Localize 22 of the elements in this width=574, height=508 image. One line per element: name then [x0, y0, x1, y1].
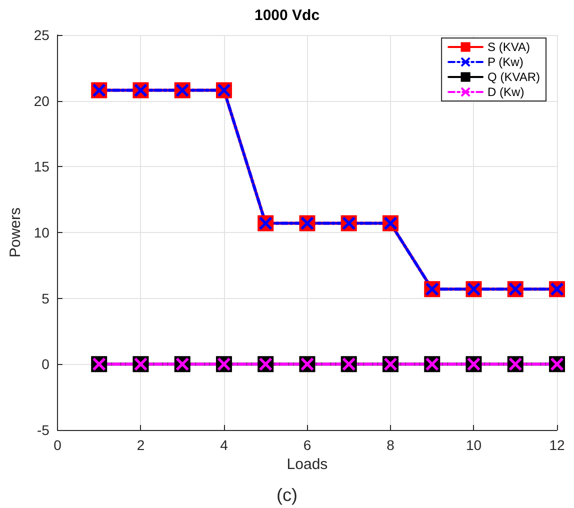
x-tick-label: 6 [303, 437, 312, 453]
y-tick-label: 5 [42, 290, 50, 306]
y-axis-title: Powers [7, 207, 24, 258]
x-axis-title: Loads [286, 456, 328, 473]
x-tick-label: 0 [54, 437, 62, 453]
legend-label: Q (KVAR) [488, 70, 540, 84]
x-tick-label: 4 [220, 437, 228, 453]
x-tick-label: 10 [466, 437, 482, 453]
y-tick-label: 0 [42, 356, 50, 372]
text: (c) [276, 485, 298, 505]
x-tick-label: 8 [386, 437, 395, 453]
y-tick-label: 10 [34, 224, 50, 240]
y-tick-label: 15 [34, 158, 50, 175]
chart-title: 1000 Vdc [254, 7, 320, 24]
legend-label: D (Kw) [488, 85, 524, 99]
legend-label: S (KVA) [488, 40, 530, 54]
x-tick-label: 12 [549, 437, 565, 453]
y-tick-label: 20 [34, 92, 50, 109]
y-tick-label: 25 [34, 27, 50, 43]
legend-label: P (Kw) [488, 55, 524, 69]
x-tick-label: 2 [136, 437, 145, 453]
y-tick-label: -5 [37, 422, 50, 438]
